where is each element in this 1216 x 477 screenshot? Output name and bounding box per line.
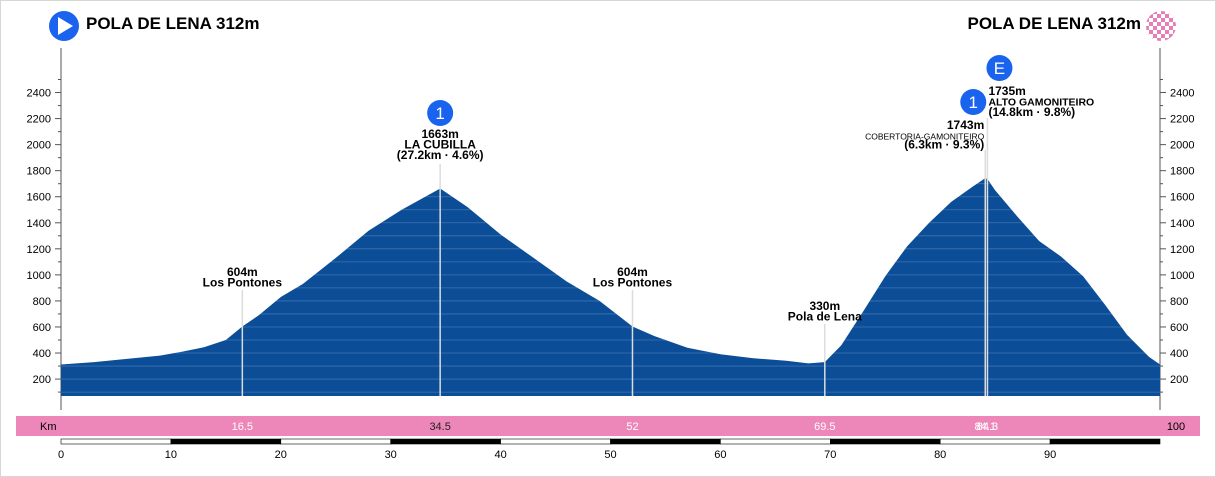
- x-tick-label: 10: [165, 449, 177, 461]
- elevation-area: [61, 178, 1160, 396]
- km-band-label: Km: [40, 421, 57, 433]
- y-tick-label-left: 400: [33, 348, 51, 360]
- scale-segment: [500, 438, 611, 445]
- y-tick-label-right: 1000: [1170, 270, 1194, 282]
- km-band-tick: 69.5: [814, 421, 835, 433]
- waypoint-label: Los Pontones: [593, 276, 673, 290]
- climb-category-badge: [427, 100, 454, 126]
- y-tick-label-left: 200: [33, 374, 51, 386]
- climb-category-badge: [986, 55, 1013, 81]
- x-tick-label: 50: [604, 449, 616, 461]
- y-tick-label-right: 800: [1170, 296, 1188, 308]
- scale-segment: [829, 438, 941, 445]
- scale-segment: [1049, 438, 1161, 445]
- waypoint-label: (6.3km · 9.3%): [904, 138, 984, 152]
- y-tick-label-right: 2400: [1170, 88, 1194, 100]
- waypoint-label: (14.8km · 9.8%): [988, 105, 1075, 119]
- x-tick-label: 20: [275, 449, 287, 461]
- waypoint-label: 604m: [227, 265, 258, 279]
- y-tick-label-right: 1600: [1170, 192, 1194, 204]
- km-band-tick: 84.3: [977, 421, 998, 433]
- x-tick-label: 90: [1044, 449, 1056, 461]
- scale-segment: [170, 438, 282, 445]
- checkered-flag-icon: [1146, 11, 1176, 41]
- scale-segment: [939, 438, 1051, 445]
- waypoint-label: 1735m: [988, 84, 1025, 98]
- y-tick-label-left: 2200: [27, 114, 51, 126]
- y-tick-label-right: 600: [1170, 322, 1188, 334]
- start-arrow-icon: [49, 11, 79, 41]
- waypoint-label: 1743m: [947, 118, 984, 132]
- x-tick-label: 70: [824, 449, 836, 461]
- y-tick-label-right: 200: [1170, 374, 1188, 386]
- scale-segment: [280, 438, 391, 445]
- km-band-tick: 34.5: [429, 421, 450, 433]
- waypoint-label: Pola de Lena: [788, 310, 862, 324]
- x-tick-label: 0: [58, 449, 64, 461]
- climb-category-label: 1: [435, 104, 444, 123]
- start-location-label: POLA DE LENA 312m: [86, 14, 260, 33]
- y-tick-label-right: 400: [1170, 348, 1188, 360]
- waypoint-label: ALTO GAMONITEIRO: [988, 97, 1094, 109]
- y-tick-label-left: 1400: [27, 218, 51, 230]
- km-band-tick: 16.5: [232, 421, 253, 433]
- x-tick-label: 80: [934, 449, 946, 461]
- waypoint-label: COBERTORIA-GAMONITEIRO: [865, 132, 985, 142]
- waypoint-label: (27.2km · 4.6%): [397, 148, 484, 162]
- y-tick-label-left: 1800: [27, 166, 51, 178]
- y-tick-label-left: 1600: [27, 192, 51, 204]
- km-band-tick: 84.1: [975, 421, 996, 433]
- y-tick-label-right: 1400: [1170, 218, 1194, 230]
- y-tick-label-right: 2000: [1170, 140, 1194, 152]
- y-tick-label-left: 600: [33, 322, 51, 334]
- climb-category-label: E: [994, 59, 1005, 78]
- finish-location-label: POLA DE LENA 312m: [967, 14, 1141, 33]
- scale-segment: [720, 438, 831, 445]
- y-tick-label-left: 1200: [27, 244, 51, 256]
- scale-segment: [60, 438, 172, 445]
- km-band-tick: 52: [626, 421, 638, 433]
- y-tick-label-right: 1200: [1170, 244, 1194, 256]
- x-tick-label: 60: [714, 449, 726, 461]
- x-tick-label: 40: [494, 449, 506, 461]
- waypoint-label: Los Pontones: [203, 276, 283, 290]
- scale-segment: [390, 438, 501, 445]
- y-tick-label-right: 1800: [1170, 166, 1194, 178]
- climb-category-badge: [960, 89, 987, 115]
- waypoint-label: 604m: [617, 265, 648, 279]
- waypoint-label: 330m: [809, 299, 840, 313]
- y-tick-label-left: 800: [33, 296, 51, 308]
- y-tick-label-left: 2000: [27, 140, 51, 152]
- climb-category-label: 1: [969, 93, 978, 112]
- scale-segment: [610, 438, 721, 445]
- waypoint-label: 1663m: [421, 127, 458, 141]
- y-tick-label-left: 2400: [27, 88, 51, 100]
- y-tick-label-left: 1000: [27, 270, 51, 282]
- y-tick-label-right: 2200: [1170, 114, 1194, 126]
- km-band-end-label: 100: [1167, 421, 1185, 433]
- waypoint-label: LA CUBILLA: [404, 138, 476, 152]
- x-tick-label: 30: [385, 449, 397, 461]
- km-band: [16, 416, 1200, 436]
